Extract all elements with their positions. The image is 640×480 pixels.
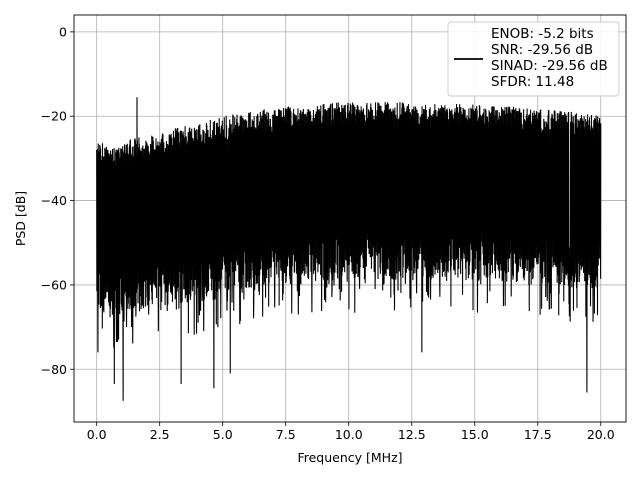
x-tick-label: 5.0 — [213, 427, 233, 442]
x-tick-label: 2.5 — [150, 427, 170, 442]
legend-entry-line: SNR: -29.56 dB — [491, 42, 593, 58]
plot-frame — [73, 14, 627, 423]
psd-trace — [96, 97, 602, 401]
y-tick-label: 0 — [59, 24, 67, 39]
y-tick-label: −80 — [41, 362, 67, 377]
x-axis-label: Frequency [MHz] — [297, 450, 402, 465]
y-axis-label: PSD [dB] — [13, 191, 28, 246]
x-tick-label: 20.0 — [587, 427, 615, 442]
x-tick-label: 7.5 — [276, 427, 296, 442]
legend-entry-line: ENOB: -5.2 bits — [491, 26, 594, 42]
y-tick-label: −60 — [41, 277, 67, 292]
x-tick-label: 0.0 — [87, 427, 107, 442]
x-tick-label: 10.0 — [335, 427, 363, 442]
y-tick-label: −40 — [41, 193, 67, 208]
legend-entry-line: SFDR: 11.48 — [491, 74, 574, 90]
axes: 0.0 2.5 5.0 7.5 10.0 12.5 15.0 17.5 20.0 0 −20 −40 −… — [41, 14, 627, 442]
x-tick-label: 17.5 — [524, 427, 552, 442]
legend-box — [447, 21, 620, 97]
legend-entry-line: SINAD: -29.56 dB — [491, 58, 608, 74]
x-tick-label: 12.5 — [398, 427, 426, 442]
y-tick-label: −20 — [41, 109, 67, 124]
psd-series-line — [96, 97, 602, 401]
x-tick-label: 15.0 — [461, 427, 489, 442]
